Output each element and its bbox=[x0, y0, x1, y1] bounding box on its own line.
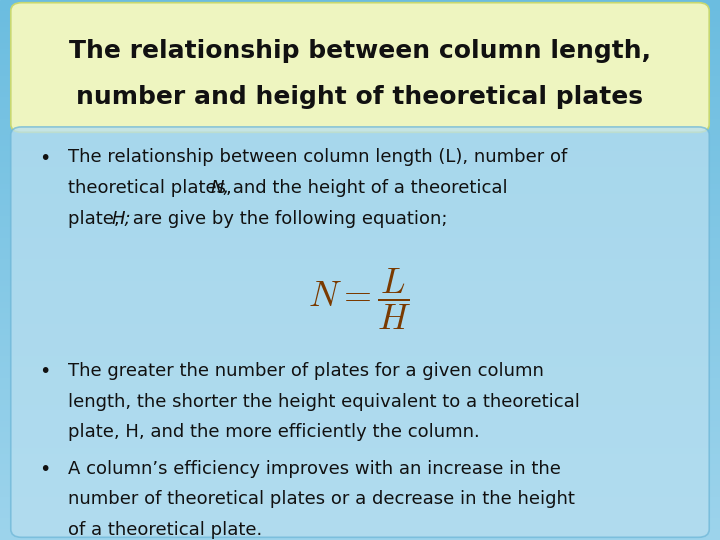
Text: of a theoretical plate.: of a theoretical plate. bbox=[68, 521, 263, 539]
Text: The greater the number of plates for a given column: The greater the number of plates for a g… bbox=[68, 362, 544, 380]
Text: N,: N, bbox=[211, 179, 230, 197]
Text: number of theoretical plates or a decrease in the height: number of theoretical plates or a decrea… bbox=[68, 490, 575, 508]
Text: number and height of theoretical plates: number and height of theoretical plates bbox=[76, 85, 644, 109]
Text: H;: H; bbox=[112, 210, 131, 228]
FancyBboxPatch shape bbox=[11, 127, 709, 537]
Text: plate,: plate, bbox=[68, 210, 126, 228]
Text: theoretical plates,: theoretical plates, bbox=[68, 179, 238, 197]
Text: •: • bbox=[40, 362, 51, 381]
Text: A column’s efficiency improves with an increase in the: A column’s efficiency improves with an i… bbox=[68, 460, 562, 477]
Text: •: • bbox=[40, 460, 51, 478]
Text: length, the shorter the height equivalent to a theoretical: length, the shorter the height equivalen… bbox=[68, 393, 580, 410]
Text: and the height of a theoretical: and the height of a theoretical bbox=[227, 179, 508, 197]
Text: are give by the following equation;: are give by the following equation; bbox=[127, 210, 448, 228]
Text: plate, H, and the more efficiently the column.: plate, H, and the more efficiently the c… bbox=[68, 423, 480, 441]
Text: The relationship between column length,: The relationship between column length, bbox=[69, 39, 651, 63]
FancyBboxPatch shape bbox=[11, 3, 709, 132]
Text: The relationship between column length (L), number of: The relationship between column length (… bbox=[68, 148, 567, 166]
Text: $N = \dfrac{L}{H}$: $N = \dfrac{L}{H}$ bbox=[308, 267, 412, 332]
Text: •: • bbox=[40, 148, 51, 167]
